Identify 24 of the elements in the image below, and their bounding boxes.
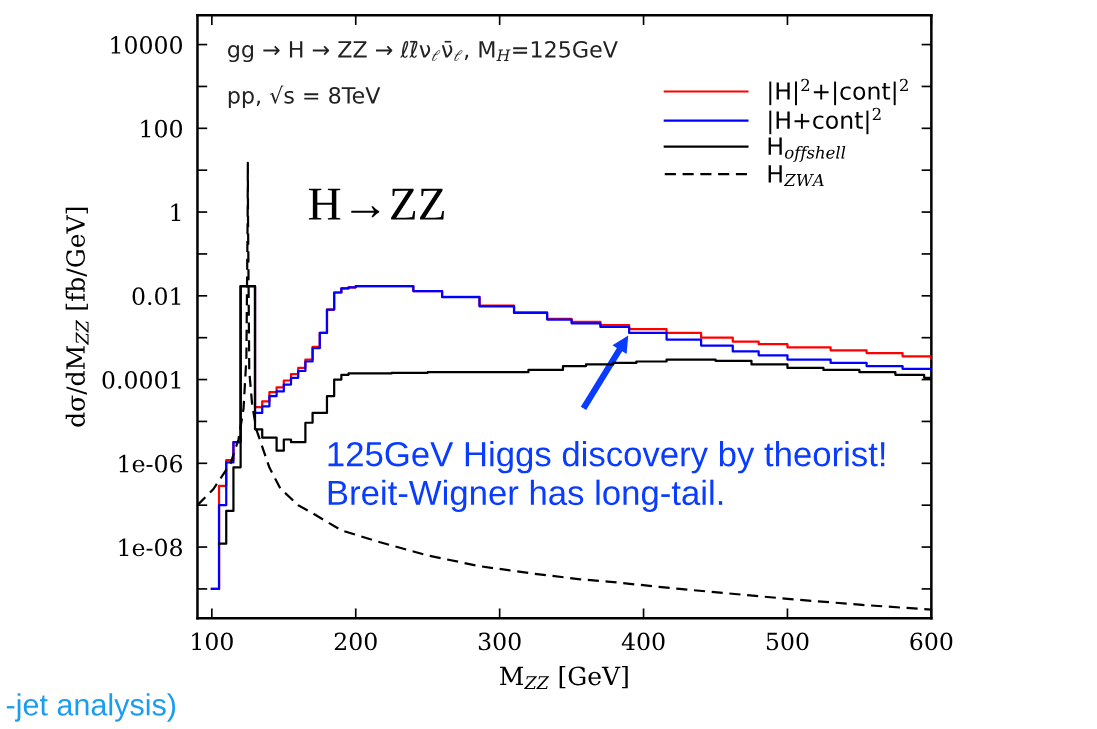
- annotation: pp, √s = 8TeV: [228, 85, 381, 109]
- legend-label: H$_{ZWA}$: [768, 165, 824, 187]
- y-tick-label: 1e-06: [119, 454, 183, 473]
- legend-label: |H+cont|$^{2}$: [769, 107, 881, 135]
- legend-label: |H|$^{2}$+|cont|$^{2}$: [769, 78, 908, 106]
- y-tick-label: 0.01: [132, 287, 181, 306]
- x-tick-label: 200: [334, 632, 377, 651]
- legend-label: H$_{offshell}$: [768, 137, 846, 162]
- y-tick-label: 0.0001: [102, 371, 181, 389]
- x-tick-label: 600: [910, 632, 953, 651]
- y-tick-label: 10000: [111, 36, 182, 54]
- x-axis-title: M$_{ZZ}$ [GeV]: [500, 666, 628, 689]
- x-tick-label: 100: [192, 632, 233, 651]
- x-tick-label: 500: [766, 632, 809, 651]
- y-axis-title: dσ/dM$_{ZZ}$ [fb/GeV]: [65, 207, 89, 427]
- x-tick-label: 300: [478, 632, 521, 651]
- x-tick-label: 400: [621, 632, 665, 651]
- annotation: gg → H → ZZ → ℓℓ̄ν$_{ℓ}$ν̄$_{ℓ}$, M$_{H}$=125GeV: [228, 40, 618, 63]
- y-tick-label: 100: [141, 119, 182, 138]
- annotation: 125GeV Higgs discovery by theorist! Breit-Wigner has long-tail.: [328, 441, 885, 513]
- y-tick-label: 1: [171, 203, 181, 222]
- text: -jet analysis): [6, 693, 176, 722]
- y-tick-label: 1e-08: [119, 538, 182, 557]
- annotation: H→ZZ: [308, 188, 444, 220]
